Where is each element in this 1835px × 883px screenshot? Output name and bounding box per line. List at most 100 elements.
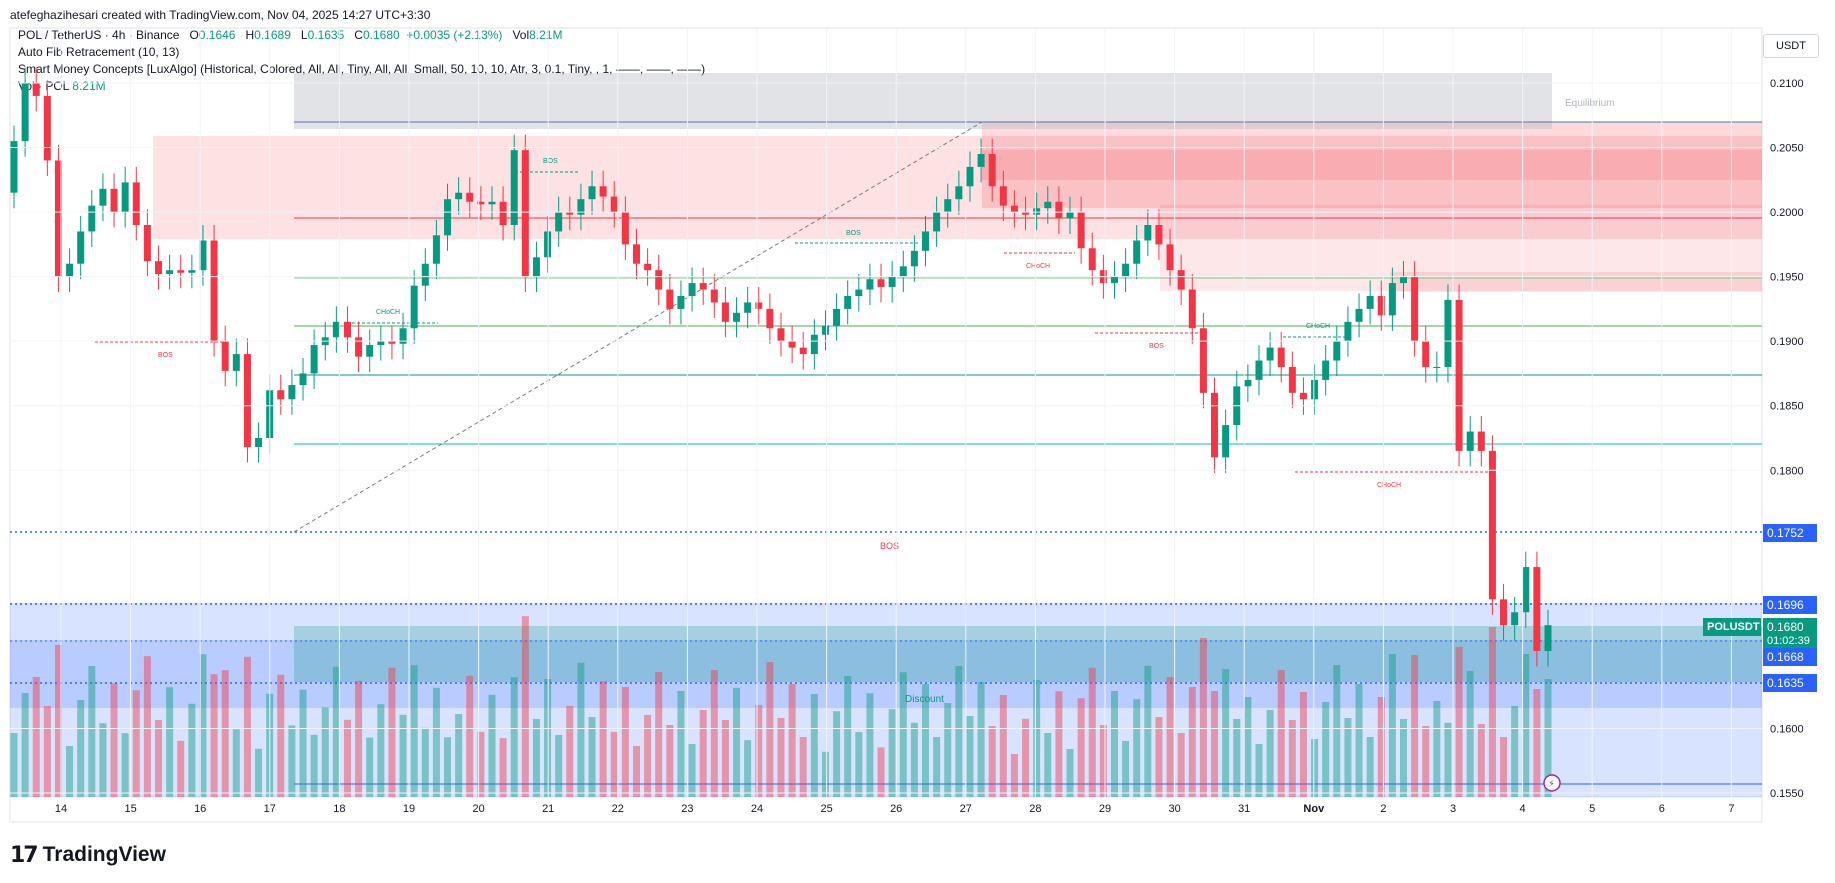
volume-bar <box>1044 733 1052 797</box>
volume-bar <box>88 666 96 797</box>
volume-bar <box>1155 717 1163 797</box>
low-label: L <box>300 28 308 42</box>
price-tag-1668[interactable]: 0.1668 <box>1763 648 1817 666</box>
price-tick-label: 0.1950 <box>1770 272 1804 284</box>
candle-body <box>966 166 974 187</box>
candle-body <box>944 199 952 213</box>
candle-body <box>821 325 829 335</box>
volume-bars <box>10 616 1552 797</box>
last-price-tag[interactable]: 0.1680 <box>1763 618 1817 636</box>
volume-bar <box>977 682 985 797</box>
candle-body <box>1544 625 1552 651</box>
candle-body <box>1066 212 1074 219</box>
candle-body <box>721 302 729 322</box>
volume-bar <box>1544 679 1552 797</box>
indicator-smc[interactable]: Smart Money Concepts [LuxAlgo] (Historic… <box>18 62 706 76</box>
volume-bar <box>243 656 251 797</box>
candle-body <box>1222 425 1230 458</box>
volume-bar <box>1211 691 1219 797</box>
symbol-tag[interactable]: POLUSDT <box>1703 618 1761 636</box>
candle-body <box>1299 392 1307 400</box>
candle-body <box>1277 347 1285 367</box>
price-tag-1752[interactable]: 0.1752 <box>1763 524 1817 542</box>
indicator-fib[interactable]: Auto Fib Retracement (10, 13) <box>18 45 180 59</box>
volume-bar <box>277 674 285 797</box>
candle-body <box>810 334 818 355</box>
time-tick-label: 2 <box>1380 803 1386 815</box>
candle-body <box>132 182 140 225</box>
candle-body <box>655 270 663 290</box>
volume-bar <box>66 746 74 797</box>
volume-bar <box>1533 689 1541 797</box>
volume-bar <box>699 710 707 797</box>
candle-body <box>544 231 552 258</box>
volume-bar <box>1366 737 1374 797</box>
candle-body <box>155 261 163 275</box>
time-axis[interactable]: 14 15 16 17 18 19 20 21 22 23 24 25 26 27 28 29 30 31 Nov 2… <box>55 28 1735 815</box>
candle-body <box>366 345 374 357</box>
candle-body <box>1411 276 1419 342</box>
candle-body <box>1455 299 1463 451</box>
candles[interactable] <box>10 67 1552 667</box>
price-axis[interactable]: 0.2100 0.2050 0.2000 0.1950 0.1900 0.1850 0.18… <box>10 78 1804 800</box>
volume-bar <box>455 714 463 797</box>
bos-label-4: BOS <box>1149 343 1164 350</box>
candle-body <box>1500 599 1508 626</box>
candle-body <box>999 186 1007 206</box>
currency-button[interactable]: USDT <box>1763 34 1819 58</box>
volume-bar <box>466 675 474 797</box>
symbol-name[interactable]: POL / TetherUS · 4h · Binance <box>18 28 180 42</box>
candle-body <box>766 308 774 329</box>
volume-bar <box>710 670 718 797</box>
candle-body <box>577 199 585 215</box>
volume-bar <box>733 687 741 797</box>
candle-body <box>1422 341 1430 367</box>
open-value: 0.1646 <box>198 28 236 42</box>
candle-body <box>1311 379 1319 400</box>
volume-bar <box>799 737 807 797</box>
volume-bar <box>988 726 996 797</box>
supply-zone-2 <box>982 150 1762 180</box>
volume-bar <box>1122 741 1130 797</box>
time-tick-label: 17 <box>264 803 276 815</box>
candle-body <box>1144 225 1152 241</box>
candle-body <box>1355 308 1363 322</box>
volume-bar <box>377 704 385 797</box>
volume-bar <box>77 700 85 797</box>
alert-icon[interactable] <box>1543 774 1561 792</box>
volume-bar <box>155 720 163 797</box>
candle-body <box>677 296 685 309</box>
candle-body <box>466 192 474 202</box>
volume-bar <box>821 751 829 797</box>
time-tick-label: 3 <box>1450 803 1456 815</box>
tradingview-brand[interactable]: 𝟭𝟳 TradingView <box>10 842 166 868</box>
price-tag-1635[interactable]: 0.1635 <box>1763 674 1817 692</box>
low-value: 0.1635 <box>307 28 345 42</box>
volume-bar <box>677 691 685 797</box>
candle-body <box>588 186 596 200</box>
time-tick-label: 6 <box>1659 803 1665 815</box>
volume-bar <box>1177 733 1185 797</box>
volume-bar <box>477 731 485 797</box>
time-tick-label: 25 <box>820 803 832 815</box>
volume-bar <box>644 715 652 797</box>
candle-body <box>699 283 707 290</box>
candle-body <box>1522 567 1530 613</box>
candle-body <box>977 154 985 167</box>
candle-body <box>377 341 385 346</box>
volume-bar <box>688 744 696 797</box>
choch-label-1: CHoCH <box>376 309 400 316</box>
candle-body <box>121 182 129 213</box>
price-tick-label: 0.2000 <box>1770 207 1804 219</box>
volume-bar <box>1477 724 1485 797</box>
volume-bar <box>922 684 930 797</box>
candle-body <box>621 212 629 245</box>
candle-body <box>1022 212 1030 215</box>
volume-bar <box>1488 627 1496 797</box>
volume-bar <box>844 676 852 797</box>
time-tick-label: 28 <box>1029 803 1041 815</box>
volume-bar <box>1233 719 1241 797</box>
volume-label: Vol <box>512 28 530 42</box>
price-tag-1696[interactable]: 0.1696 <box>1763 596 1817 614</box>
